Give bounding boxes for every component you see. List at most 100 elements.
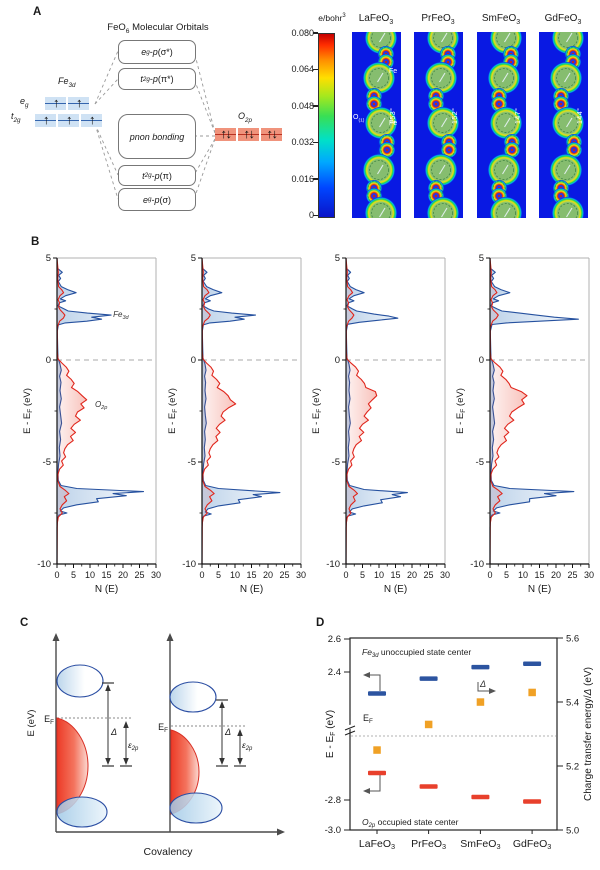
fe-atom-label: Fe bbox=[389, 120, 398, 127]
panel-d-label: D bbox=[316, 617, 325, 629]
dos-subplot: 50-5-100 5 10 15 20 25 30N (E)E - EF (eV) bbox=[455, 253, 594, 595]
spin-pair-arrows: ↑↓ bbox=[220, 126, 233, 141]
t2g-orbital-cell: ↑ bbox=[58, 112, 79, 127]
fe-atom-blob bbox=[427, 107, 459, 139]
dos-ylabel: E - EF (eV) bbox=[22, 388, 34, 434]
svg-text:5.6: 5.6 bbox=[566, 634, 579, 645]
level-marker bbox=[471, 794, 490, 800]
o2p-label: O2p bbox=[238, 111, 253, 124]
dos-xlabel: N (E) bbox=[384, 584, 407, 595]
charge-density-svg bbox=[414, 32, 463, 218]
fe-atom-blob bbox=[490, 107, 522, 139]
panel-c-label: C bbox=[20, 617, 29, 629]
dos-ylabel: E - EF (eV) bbox=[311, 388, 323, 434]
colorbar-tick-label: 0 bbox=[308, 210, 314, 220]
svg-text:5.2: 5.2 bbox=[566, 762, 579, 773]
ef-label: EF bbox=[44, 714, 54, 726]
svg-text:-3.0: -3.0 bbox=[325, 825, 341, 836]
svg-text:30: 30 bbox=[296, 570, 306, 580]
mo-level-t2g-p-pi-star: t 2g - p (π*) bbox=[118, 68, 196, 90]
svg-text:15: 15 bbox=[246, 570, 256, 580]
svg-text:25: 25 bbox=[279, 570, 289, 580]
svg-text:-2.8: -2.8 bbox=[325, 795, 341, 806]
schematic-ylabel: E (eV) bbox=[26, 710, 37, 737]
dos-xlabel: N (E) bbox=[528, 584, 551, 595]
right-axis-label: Charge transfer energy/Δ (eV) bbox=[583, 667, 594, 801]
svg-text:-5: -5 bbox=[332, 457, 340, 468]
annotation-o2p-center: O2p occupied state center bbox=[362, 817, 459, 829]
svg-text:0: 0 bbox=[199, 570, 204, 580]
charge-density-map-smfeo3: 147° bbox=[477, 32, 526, 218]
delta-label: Δ bbox=[224, 727, 231, 737]
svg-text:-10: -10 bbox=[470, 559, 484, 570]
svg-text:10: 10 bbox=[230, 570, 240, 580]
dos-subplot: 50-5-100 5 10 15 20 25 30N (E)E - EF (eV)Fe3dO… bbox=[22, 253, 161, 595]
dos-subplot: 50-5-100 5 10 15 20 25 30N (E)E - EF (eV) bbox=[167, 253, 306, 595]
fe-atom-blob bbox=[427, 197, 459, 218]
fe-atom-blob bbox=[365, 197, 397, 218]
svg-text:30: 30 bbox=[584, 570, 594, 580]
svg-text:25: 25 bbox=[423, 570, 433, 580]
svg-text:5: 5 bbox=[479, 253, 484, 264]
svg-text:-10: -10 bbox=[182, 559, 196, 570]
level-marker bbox=[523, 661, 542, 667]
bonding-band bbox=[169, 792, 223, 824]
left-axis-label: E - EF (eV) bbox=[325, 710, 337, 758]
svg-text:5: 5 bbox=[71, 570, 76, 580]
charge-density-svg bbox=[539, 32, 588, 218]
bond-angle-label: 147° bbox=[515, 107, 522, 124]
colorbar-tick-mark bbox=[313, 178, 318, 180]
svg-text:-5: -5 bbox=[43, 457, 51, 468]
dos-annotation: O2p bbox=[95, 400, 107, 411]
bond-angle-label: 144° bbox=[577, 107, 584, 124]
spin-pair-arrows: ↑↓ bbox=[266, 126, 279, 141]
svg-text:0: 0 bbox=[335, 355, 340, 366]
svg-text:5.4: 5.4 bbox=[566, 698, 579, 709]
spin-up-arrow: ↑ bbox=[53, 95, 60, 110]
o2p-orbital-cell: ↑↓ bbox=[261, 126, 282, 141]
eg-label: eg bbox=[20, 96, 29, 109]
dos-ylabel: E - EF (eV) bbox=[455, 388, 467, 434]
svg-text:-10: -10 bbox=[326, 559, 340, 570]
spin-up-arrow: ↑ bbox=[66, 112, 73, 127]
charge-density-map-prfeo3: 152° bbox=[414, 32, 463, 218]
delta-marker bbox=[424, 720, 433, 729]
level-marker bbox=[419, 676, 438, 681]
colorbar-tick-label: 0.080 bbox=[291, 27, 314, 38]
colorbar-tick-label: 0.048 bbox=[291, 100, 314, 111]
fe-atom-blob bbox=[363, 62, 395, 94]
svg-text:10: 10 bbox=[518, 570, 528, 580]
ef-label: EF bbox=[363, 713, 373, 725]
mo-level-p-nonbonding: p non bonding bbox=[118, 114, 196, 159]
annotation-fe3d-center: Fe3d unoccupied state center bbox=[362, 647, 471, 659]
schematic-xlabel: Covalency bbox=[143, 846, 193, 858]
svg-text:10: 10 bbox=[85, 570, 95, 580]
colorbar-tick-mark bbox=[313, 105, 318, 107]
svg-text:0: 0 bbox=[343, 570, 348, 580]
svg-text:20: 20 bbox=[263, 570, 273, 580]
svg-text:15: 15 bbox=[101, 570, 111, 580]
svg-text:0: 0 bbox=[46, 355, 51, 366]
bond-angle-label: 152° bbox=[452, 107, 459, 124]
category-label: PrFeO3 bbox=[411, 838, 446, 851]
svg-text:5: 5 bbox=[46, 253, 51, 264]
colorbar-tick-mark bbox=[313, 141, 318, 144]
o-atom-label: O(1) bbox=[353, 114, 365, 124]
delta-annotation: Δ bbox=[479, 679, 486, 689]
delta-label: Δ bbox=[110, 727, 117, 737]
svg-text:0: 0 bbox=[487, 570, 492, 580]
eps2p-label: ε2p bbox=[128, 740, 139, 752]
svg-text:5: 5 bbox=[360, 570, 365, 580]
svg-text:10: 10 bbox=[374, 570, 384, 580]
delta-marker bbox=[528, 688, 536, 697]
density-panel-title: LaFeO3 bbox=[358, 13, 394, 26]
state-center-plot: 2.6 2.4 -2.8 -3.0 5.6 5.4 5.2 5.0 LaFeO3 PrFeO3 Sm… bbox=[325, 634, 594, 852]
unoccupied-band bbox=[56, 664, 104, 698]
dos-annotation: Fe3d bbox=[113, 310, 129, 321]
svg-text:-5: -5 bbox=[476, 457, 484, 468]
spin-up-arrow: ↑ bbox=[76, 95, 83, 110]
category-label: GdFeO3 bbox=[513, 838, 552, 851]
dos-ylabel: E - EF (eV) bbox=[167, 388, 179, 434]
